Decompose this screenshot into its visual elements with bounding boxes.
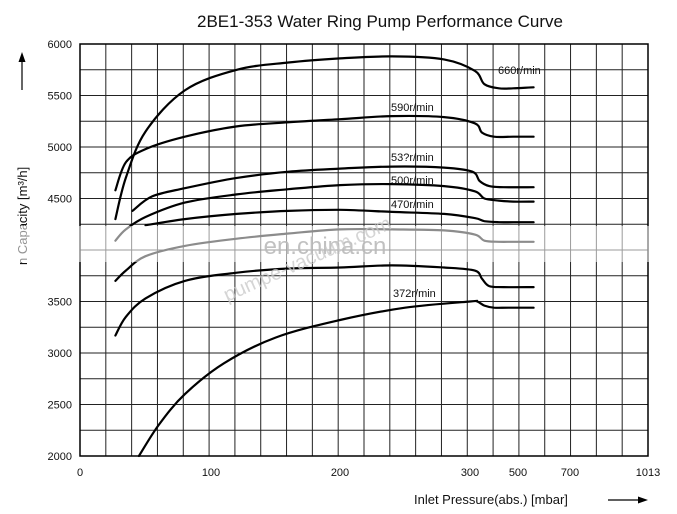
- curve-590rmin: [114, 114, 535, 192]
- watermark-band: [0, 226, 677, 262]
- curve-470rmin: [144, 208, 535, 227]
- x-tick-label: 100: [202, 467, 220, 479]
- y-tick-label: 2000: [48, 451, 72, 463]
- chart-title: 2BE1-353 Water Ring Pump Performance Cur…: [197, 12, 563, 31]
- y-tick-label: 3000: [48, 348, 72, 360]
- watermark-text-site: en.china.cn: [264, 233, 387, 260]
- curve-label: 590r/min: [391, 102, 434, 114]
- y-tick-label: 3500: [48, 297, 72, 309]
- x-tick-label: 300: [461, 467, 479, 479]
- y-tick-label: 5000: [48, 142, 72, 154]
- y-axis-arrow-head: [18, 52, 26, 62]
- y-tick-label: 2500: [48, 400, 72, 412]
- curve-label: 372r/min: [393, 288, 436, 300]
- x-axis-label: Inlet Pressure(abs.) [mbar]: [414, 492, 568, 507]
- y-tick-label: 5500: [48, 91, 72, 103]
- curve-label: 500r/min: [391, 175, 434, 187]
- curve-53rmin: [131, 165, 535, 212]
- curve-500rmin: [114, 182, 535, 242]
- curve-372rmin: [137, 299, 535, 458]
- x-tick-label: 1013: [636, 467, 660, 479]
- x-axis-arrow-head: [638, 496, 648, 504]
- x-tick-label: 700: [561, 467, 579, 479]
- x-tick-label: 0: [77, 467, 83, 479]
- curve-label: 660r/min: [498, 65, 541, 77]
- x-tick-label: 200: [331, 467, 349, 479]
- x-axis-label-group: Inlet Pressure(abs.) [mbar]: [414, 492, 648, 507]
- x-axis-ticks: 0 100 200 300 500 700 1013: [77, 467, 660, 479]
- curve-label: 53?r/min: [391, 152, 434, 164]
- y-axis-ticks: 2000 2500 3000 3500 4500 5000 5500 6000: [48, 39, 72, 463]
- y-tick-label: 4500: [48, 194, 72, 206]
- watermark: en.china.cn pumpe-vacuum.com: [0, 213, 677, 306]
- curve-660rmin: [114, 55, 535, 221]
- curve-labels: 660r/min 590r/min 53?r/min 500r/min 470r/min…: [391, 65, 541, 300]
- x-tick-label: 500: [509, 467, 527, 479]
- y-tick-label: 6000: [48, 39, 72, 51]
- curve-unlabeled-6: [114, 264, 535, 337]
- curve-label: 470r/min: [391, 199, 434, 211]
